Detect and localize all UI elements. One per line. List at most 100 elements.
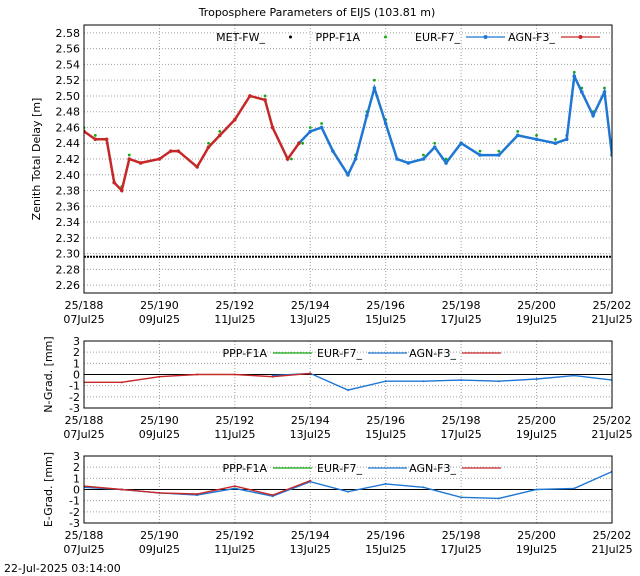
y-tick-label: 2.28 — [56, 263, 81, 276]
data-point — [218, 130, 222, 133]
data-point — [308, 126, 312, 129]
data-point — [270, 125, 275, 130]
data-point — [516, 130, 520, 133]
plot-frame — [83, 24, 613, 294]
data-point — [444, 157, 448, 161]
data-point — [120, 488, 123, 491]
data-point — [233, 117, 237, 122]
data-point — [93, 133, 97, 137]
data-point — [460, 496, 463, 499]
data-point — [285, 157, 290, 161]
data-point — [346, 172, 350, 177]
x-tick-label-date: 17Jul25 — [441, 543, 482, 556]
data-point — [460, 379, 463, 382]
x-tick-label-date: 07Jul25 — [63, 428, 104, 441]
y-tick-label: 2 — [73, 346, 80, 359]
data-point — [158, 491, 161, 494]
x-tick-label-date: 21Jul25 — [591, 313, 632, 326]
x-tick-label-day: 25/202 — [593, 414, 632, 427]
series-line-eur-f7- — [272, 372, 612, 391]
data-point — [263, 94, 267, 98]
y-tick-label: 3 — [73, 335, 80, 348]
data-point — [535, 488, 538, 491]
data-point — [309, 479, 312, 482]
data-point — [207, 141, 210, 145]
data-point — [206, 145, 211, 149]
y-axis-label: E-Grad. [mm] — [42, 452, 55, 527]
x-tick-label-date: 21Jul25 — [591, 428, 632, 441]
x-tick-label-day: 25/200 — [517, 299, 556, 312]
x-tick-label-day: 25/196 — [366, 529, 405, 542]
x-tick-label-day: 25/198 — [442, 529, 481, 542]
x-tick-label-day: 25/192 — [216, 299, 255, 312]
data-point — [497, 153, 501, 157]
data-point — [572, 74, 577, 79]
chart-panels: 25/18807Jul2525/19009Jul2525/19211Jul252… — [30, 24, 633, 556]
y-tick-label: -3 — [69, 402, 80, 415]
data-point — [422, 380, 425, 383]
data-point — [120, 381, 123, 384]
data-point — [347, 389, 349, 392]
x-tick-label-day: 25/200 — [517, 529, 556, 542]
x-tick-label-day: 25/198 — [442, 414, 481, 427]
x-tick-label-day: 25/190 — [140, 299, 179, 312]
x-tick-label-day: 25/188 — [65, 414, 104, 427]
series-group — [84, 372, 612, 392]
x-tick-label-day: 25/194 — [291, 299, 330, 312]
data-point — [365, 113, 369, 118]
data-point — [308, 129, 313, 134]
legend-label: AGN-F3_ — [409, 462, 456, 475]
x-tick-label-date: 13Jul25 — [290, 428, 331, 441]
legend-marker — [578, 35, 583, 39]
data-point — [603, 86, 606, 90]
data-point — [176, 149, 181, 153]
y-tick-label: -1 — [69, 380, 80, 393]
data-point — [347, 490, 349, 493]
y-tick-label: 1 — [73, 357, 80, 370]
data-point — [406, 161, 411, 165]
data-point — [301, 141, 305, 145]
data-point — [196, 492, 199, 495]
series-line-eur-f7- — [84, 470, 612, 500]
x-tick-label-date: 15Jul25 — [365, 313, 406, 326]
x-tick-label-date: 19Jul25 — [516, 313, 557, 326]
data-point — [290, 157, 293, 161]
y-tick-label: 2.32 — [56, 232, 81, 245]
data-point — [112, 180, 116, 185]
y-tick-label: 2.48 — [56, 106, 81, 119]
data-point — [459, 141, 463, 146]
data-point — [195, 165, 199, 169]
data-point — [373, 78, 376, 82]
y-tick-label: 2.54 — [56, 58, 81, 71]
data-point — [478, 153, 482, 157]
data-point — [564, 137, 569, 142]
y-tick-label: 2.50 — [56, 90, 81, 103]
data-point — [515, 133, 520, 138]
x-tick-label-day: 25/188 — [65, 299, 104, 312]
data-point — [573, 487, 576, 490]
plot-frame — [83, 455, 613, 524]
x-tick-label-date: 09Jul25 — [139, 313, 180, 326]
data-point — [127, 153, 131, 157]
legend-label: MET-FW_ — [216, 31, 265, 44]
data-point — [573, 374, 576, 377]
x-tick-label-date: 21Jul25 — [591, 543, 632, 556]
series-line-agn-f3- — [84, 94, 301, 194]
data-point — [554, 137, 557, 141]
data-point — [196, 373, 199, 376]
x-tick-label-date: 15Jul25 — [365, 543, 406, 556]
data-point — [320, 122, 323, 125]
data-point — [157, 157, 162, 161]
x-tick-label-day: 25/190 — [140, 414, 179, 427]
y-axis-label: Zenith Total Delay [m] — [30, 98, 43, 221]
data-point — [497, 497, 500, 500]
chart-title: Troposphere Parameters of EIJS (103.81 m… — [198, 6, 436, 19]
y-tick-label: 2.46 — [56, 121, 81, 134]
x-tick-label-date: 11Jul25 — [214, 543, 255, 556]
data-point — [297, 141, 301, 146]
x-tick-label-date: 07Jul25 — [63, 313, 104, 326]
y-tick-label: 2.42 — [56, 153, 81, 166]
y-tick-label: -2 — [69, 506, 80, 519]
